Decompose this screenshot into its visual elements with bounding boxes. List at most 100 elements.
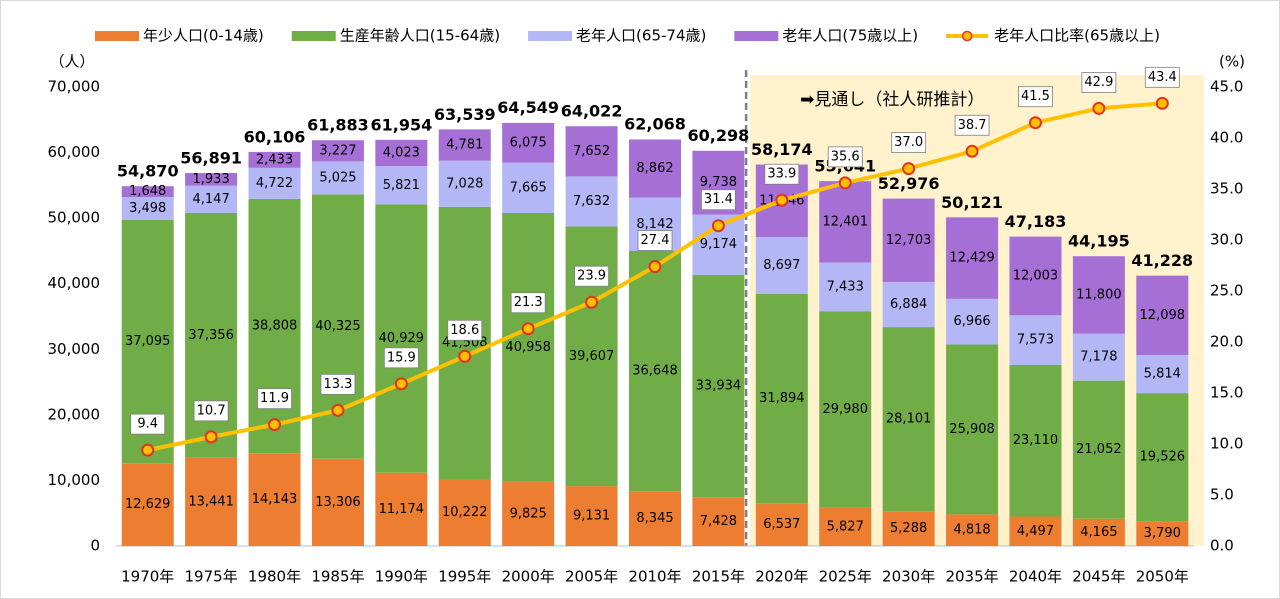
x-tick-label: 2025年: [819, 568, 872, 586]
total-label: 41,228: [1131, 251, 1193, 270]
line-marker: [965, 144, 979, 158]
bar-value-label: 40,325: [315, 319, 361, 334]
bar-value-label: 6,966: [953, 314, 990, 329]
bar-value-label: 14,143: [252, 492, 298, 507]
legend-swatch: [291, 31, 336, 41]
x-tick-label: 1980年: [248, 568, 301, 586]
line-label-box: [257, 388, 292, 410]
bar-value-label: 12,098: [1140, 308, 1186, 323]
bar-value-label: 7,178: [1080, 350, 1117, 365]
bar-segment: [629, 139, 681, 198]
bar-segment: [121, 463, 174, 546]
bar-value-label: 7,428: [700, 514, 737, 529]
x-tick-label: 2020年: [755, 568, 808, 586]
bar-segment: [882, 281, 935, 328]
bar-segment: [1009, 364, 1062, 517]
bar-value-label: 3,227: [319, 143, 356, 158]
bar-value-label: 4,722: [256, 176, 293, 191]
bar-value-label: 7,665: [510, 180, 547, 195]
bar-segment: [946, 344, 999, 515]
bar-value-label: 5,827: [827, 519, 864, 534]
x-tick-label: 2010年: [628, 568, 681, 586]
bar-value-label: 13,441: [188, 494, 234, 509]
bar-value-label: 9,174: [700, 237, 737, 252]
total-label: 47,183: [1005, 212, 1067, 231]
total-label: 60,106: [244, 127, 306, 146]
bar-segment: [1009, 315, 1062, 365]
line-label-box: [383, 347, 419, 369]
bar-value-label: 7,028: [446, 176, 483, 191]
y2-tick-label: 40.0: [1210, 129, 1243, 147]
x-tick-label: 1975年: [185, 568, 238, 586]
line-marker: [585, 295, 599, 309]
bar-segment: [185, 173, 238, 186]
bar-value-label: 5,821: [383, 178, 420, 193]
line-marker: [711, 219, 725, 233]
x-tick-label: 1985年: [311, 568, 364, 586]
bar-value-label: 12,429: [949, 251, 995, 266]
line-marker: [204, 430, 218, 444]
total-label: 61,954: [370, 115, 432, 134]
line-label-box: [1144, 66, 1180, 88]
x-tick-label: 2035年: [945, 568, 998, 586]
line-marker: [331, 403, 345, 417]
y-tick-label: 70,000: [48, 78, 101, 96]
bar-value-label: 8,345: [636, 511, 673, 526]
bar-segment: [502, 481, 555, 546]
line-label-box: [701, 189, 736, 211]
line-marker: [141, 443, 155, 457]
bar-segment: [375, 472, 428, 546]
bar-segment: [248, 151, 301, 168]
line-value-label: 10.7: [197, 403, 226, 418]
bar-value-label: 4,165: [1080, 525, 1117, 540]
legend-label: 老年人口比率(65歳以上): [994, 27, 1160, 45]
line-value-label: 33.9: [767, 167, 796, 182]
line-value-label: 13.3: [323, 377, 352, 392]
bar-segment: [248, 453, 301, 546]
line-marker: [1155, 96, 1169, 110]
x-tick-label: 2015年: [692, 568, 745, 586]
bar-value-label: 6,075: [510, 135, 547, 150]
bar-value-label: 4,497: [1017, 524, 1054, 539]
y-tick-label: 40,000: [48, 274, 101, 292]
bar-value-label: 3,498: [129, 201, 166, 216]
bar-segment: [502, 213, 555, 482]
line-value-label: 37.0: [894, 135, 923, 150]
bar-segment: [502, 122, 555, 163]
total-label: 52,976: [878, 174, 940, 193]
bar-value-label: 12,401: [822, 214, 868, 229]
bar-value-label: 4,147: [193, 192, 230, 207]
line-marker: [458, 349, 472, 363]
x-tick-label: 1970年: [121, 568, 174, 586]
y2-tick-label: 0.0: [1210, 537, 1234, 555]
bar-value-label: 40,958: [505, 340, 551, 355]
bar-segment: [1072, 380, 1125, 519]
line-marker: [775, 193, 789, 207]
bar-segment: [1072, 256, 1125, 334]
legend-label: 生産年齢人口(15-64歳): [340, 27, 500, 45]
legend-marker: [961, 30, 973, 42]
line-label-box: [637, 230, 673, 251]
bar-segment: [1009, 516, 1062, 546]
bar-segment: [882, 327, 935, 512]
legend-label: 老年人口(75歳以上): [782, 27, 918, 45]
y-axis-label: （人）: [49, 53, 94, 71]
y2-tick-label: 10.0: [1210, 435, 1243, 453]
bar-segment: [692, 274, 745, 498]
y2-tick-label: 25.0: [1210, 282, 1243, 300]
bar-segment: [946, 298, 999, 345]
bar-value-label: 4,023: [383, 145, 420, 160]
line-marker: [648, 260, 662, 274]
line-marker: [521, 322, 535, 336]
bar-segment: [819, 181, 872, 263]
bar-segment: [502, 162, 555, 214]
y-tick-label: 20,000: [48, 405, 101, 423]
bar-segment: [248, 198, 301, 454]
bar-segment: [692, 497, 745, 546]
line-value-label: 35.6: [831, 149, 860, 164]
bar-value-label: 11,800: [1076, 287, 1122, 302]
bar-segment: [121, 186, 174, 198]
bar-value-label: 10,222: [442, 505, 488, 520]
y2-tick-label: 15.0: [1210, 384, 1243, 402]
bar-segment: [248, 167, 301, 199]
